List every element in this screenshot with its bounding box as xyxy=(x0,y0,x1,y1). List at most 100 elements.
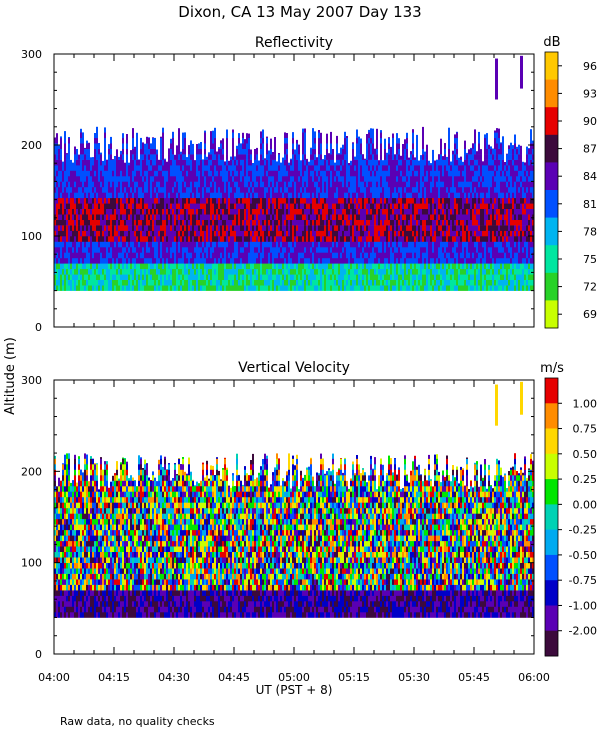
heatmap-cell xyxy=(340,147,342,149)
heatmap-cell xyxy=(106,257,108,264)
heatmap-cell xyxy=(154,285,156,291)
heatmap-cell xyxy=(360,263,362,270)
heatmap-cell xyxy=(412,230,414,237)
heatmap-cell xyxy=(264,159,266,166)
heatmap-cell xyxy=(406,214,408,220)
heatmap-cell xyxy=(312,208,314,215)
heatmap-cell xyxy=(328,165,330,171)
heatmap-cell xyxy=(236,170,238,177)
heatmap-cell xyxy=(106,219,108,226)
heatmap-cell xyxy=(192,263,194,270)
heatmap-cell xyxy=(366,159,368,166)
heatmap-cell xyxy=(76,181,78,188)
heatmap-cell xyxy=(352,143,354,149)
heatmap-cell xyxy=(164,165,166,171)
heatmap-cell xyxy=(100,225,102,231)
heatmap-cell xyxy=(160,197,162,204)
heatmap-cell xyxy=(72,197,74,204)
heatmap-cell xyxy=(240,154,242,160)
heatmap-cell xyxy=(242,268,244,275)
heatmap-cell xyxy=(214,208,216,215)
heatmap-cell xyxy=(230,203,232,209)
heatmap-cell xyxy=(284,263,286,270)
heatmap-cell xyxy=(110,252,112,259)
heatmap-cell xyxy=(394,257,396,264)
heatmap-cell xyxy=(108,144,110,149)
heatmap-cell xyxy=(420,203,422,209)
heatmap-cell xyxy=(294,165,296,171)
heatmap-cell xyxy=(372,225,374,231)
heatmap-cell xyxy=(176,252,178,259)
heatmap-cell xyxy=(382,203,384,209)
heatmap-cell xyxy=(136,170,138,177)
heatmap-cell xyxy=(358,241,360,248)
heatmap-cell xyxy=(374,285,376,291)
heatmap-cell xyxy=(252,274,254,280)
heatmap-cell xyxy=(262,159,264,166)
heatmap-cell xyxy=(170,225,172,231)
heatmap-cell xyxy=(256,208,258,215)
heatmap-cell xyxy=(340,154,342,160)
heatmap-cell xyxy=(212,159,214,166)
heatmap-cell xyxy=(332,170,334,177)
heatmap-cell xyxy=(136,219,138,226)
heatmap-cell xyxy=(104,252,106,259)
heatmap-cell xyxy=(176,268,178,275)
heatmap-cell xyxy=(218,268,220,275)
heatmap-cell xyxy=(182,263,184,270)
heatmap-cell xyxy=(236,192,238,199)
heatmap-cell xyxy=(120,214,122,220)
heatmap-cell xyxy=(202,263,204,270)
heatmap-cell xyxy=(356,186,358,193)
heatmap-cell xyxy=(304,208,306,215)
heatmap-cell xyxy=(124,186,126,193)
heatmap-cell xyxy=(300,214,302,220)
heatmap-cell xyxy=(218,175,220,182)
heatmap-cell xyxy=(412,143,414,149)
heatmap-cell xyxy=(218,274,220,280)
heatmap-cell xyxy=(418,208,420,215)
heatmap-cell xyxy=(116,214,118,220)
heatmap-cell xyxy=(234,181,236,188)
heatmap-cell xyxy=(348,268,350,275)
heatmap-cell xyxy=(244,181,246,188)
heatmap-cell xyxy=(146,170,148,177)
heatmap-cell xyxy=(134,241,136,248)
heatmap-cell xyxy=(322,252,324,259)
heatmap-cell xyxy=(302,192,304,199)
heatmap-cell xyxy=(256,257,258,264)
heatmap-cell xyxy=(156,154,158,160)
heatmap-cell xyxy=(166,197,168,204)
heatmap-cell xyxy=(318,175,320,182)
heatmap-cell xyxy=(158,192,160,199)
heatmap-cell xyxy=(376,148,378,155)
heatmap-cell xyxy=(380,154,382,160)
heatmap-cell xyxy=(274,257,276,264)
heatmap-cell xyxy=(226,230,228,237)
heatmap-cell xyxy=(340,214,342,220)
heatmap-cell xyxy=(318,203,320,209)
heatmap-cell xyxy=(296,285,298,291)
heatmap-cell xyxy=(270,192,272,199)
heatmap-cell xyxy=(216,159,218,166)
heatmap-cell xyxy=(328,274,330,280)
heatmap-cell xyxy=(102,274,104,280)
heatmap-cell xyxy=(412,165,414,171)
heatmap-cell xyxy=(58,279,60,286)
heatmap-cell xyxy=(346,170,348,177)
heatmap-cell xyxy=(150,279,152,286)
heatmap-cell xyxy=(202,175,204,182)
heatmap-cell xyxy=(68,263,70,270)
heatmap-cell xyxy=(274,219,276,226)
heatmap-cell xyxy=(198,208,200,215)
heatmap-cell xyxy=(412,192,414,199)
heatmap-cell xyxy=(356,214,358,220)
heatmap-cell xyxy=(162,219,164,226)
heatmap-cell xyxy=(298,159,300,166)
heatmap-cell xyxy=(322,263,324,270)
heatmap-cell xyxy=(258,274,260,280)
heatmap-cell xyxy=(390,186,392,193)
heatmap-cell xyxy=(158,214,160,220)
heatmap-cell xyxy=(200,263,202,270)
heatmap-cell xyxy=(354,197,356,204)
